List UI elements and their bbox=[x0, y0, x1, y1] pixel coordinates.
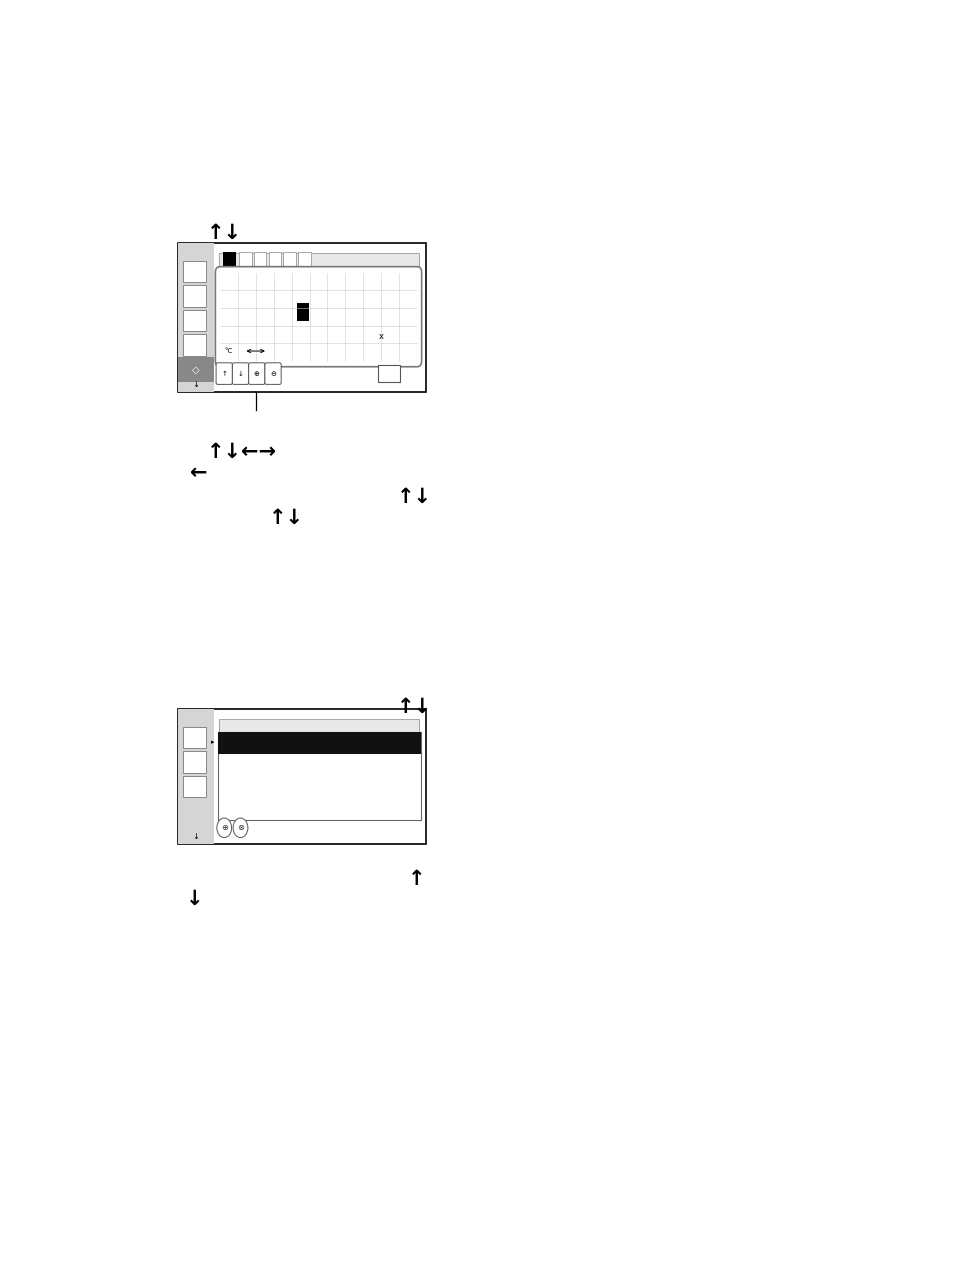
Bar bbox=[178, 357, 213, 382]
Text: ↑: ↑ bbox=[221, 371, 227, 377]
Bar bbox=[183, 261, 206, 283]
Text: ⊕: ⊕ bbox=[220, 823, 228, 832]
Text: ↓: ↓ bbox=[193, 832, 199, 841]
Text: ↓: ↓ bbox=[186, 888, 203, 908]
FancyBboxPatch shape bbox=[233, 363, 249, 385]
Bar bbox=[217, 731, 420, 820]
Bar bbox=[296, 303, 309, 321]
Bar bbox=[377, 364, 400, 382]
Bar bbox=[269, 252, 281, 268]
Circle shape bbox=[233, 818, 248, 837]
Bar bbox=[239, 252, 252, 268]
Bar bbox=[183, 726, 206, 748]
Bar bbox=[178, 243, 213, 392]
Bar bbox=[183, 310, 206, 331]
Bar bbox=[183, 334, 206, 355]
Bar bbox=[183, 359, 206, 381]
FancyBboxPatch shape bbox=[216, 363, 233, 385]
Bar bbox=[183, 285, 206, 307]
Bar bbox=[178, 710, 426, 845]
FancyBboxPatch shape bbox=[215, 266, 421, 367]
Text: ⊕: ⊕ bbox=[253, 371, 259, 377]
Text: °C: °C bbox=[224, 348, 233, 354]
Text: ↑↓: ↑↓ bbox=[269, 508, 303, 527]
Bar bbox=[283, 252, 295, 268]
Text: ▸: ▸ bbox=[211, 739, 213, 745]
Text: ↑↓: ↑↓ bbox=[396, 697, 431, 717]
Text: x: x bbox=[378, 331, 384, 340]
Bar bbox=[183, 776, 206, 798]
Bar bbox=[217, 731, 420, 754]
Text: ↑↓←→: ↑↓←→ bbox=[206, 442, 276, 462]
Bar bbox=[222, 252, 235, 268]
Bar bbox=[178, 710, 213, 845]
Text: ◇: ◇ bbox=[193, 364, 200, 375]
Text: ↑↓: ↑↓ bbox=[206, 223, 241, 243]
Text: ←: ← bbox=[190, 462, 208, 483]
Text: ↓: ↓ bbox=[193, 380, 199, 389]
Bar bbox=[253, 252, 266, 268]
Bar bbox=[178, 243, 426, 392]
Bar bbox=[298, 252, 311, 268]
Circle shape bbox=[216, 818, 232, 837]
FancyBboxPatch shape bbox=[265, 363, 281, 385]
Text: ↓: ↓ bbox=[237, 371, 243, 377]
Text: ↑: ↑ bbox=[407, 869, 425, 889]
Text: ⊖: ⊖ bbox=[270, 371, 275, 377]
Text: ↑↓: ↑↓ bbox=[396, 487, 431, 507]
FancyBboxPatch shape bbox=[249, 363, 265, 385]
Bar bbox=[219, 719, 418, 739]
Text: ⊗: ⊗ bbox=[236, 823, 244, 832]
Bar bbox=[183, 752, 206, 773]
Bar bbox=[219, 254, 418, 274]
